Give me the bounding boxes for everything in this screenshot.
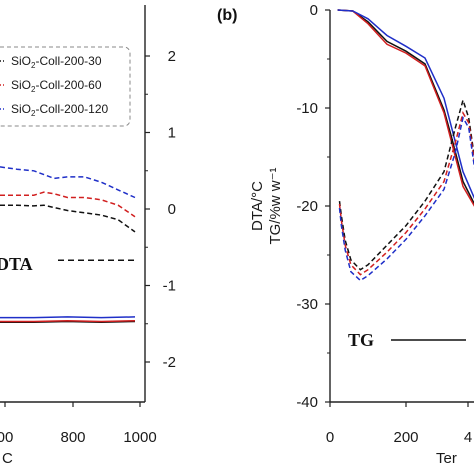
panel-a-y-tick-label: 1 bbox=[168, 125, 176, 142]
panel-a-y-tick-label: -1 bbox=[163, 278, 176, 295]
panel-b-label: (b) bbox=[217, 7, 237, 24]
legend-entry-120: SiO2-Coll-200-120 bbox=[0, 102, 108, 118]
panel-b-series bbox=[337, 9, 474, 282]
panel-b-x-tick-label: 4 bbox=[464, 429, 472, 446]
legend: SiO2-Coll-200-30 SiO2-Coll-200-60 SiO2-C… bbox=[0, 46, 131, 127]
panel-b-y-tick-label: -10 bbox=[296, 100, 318, 117]
panel-a-y-tick-label: 2 bbox=[168, 48, 176, 65]
panel-a-x-tick-label: 1000 bbox=[123, 429, 156, 446]
panel-a-tg-line-sio2-coll-200-60 bbox=[0, 319, 136, 323]
panel-b-dta-line-sio2-coll-200-60 bbox=[338, 110, 474, 276]
panel-a-ticks: 00 800 1000 2 1 0 -1 -2 bbox=[0, 48, 176, 446]
panel-b-y-title: DTA/°C TG/%w w⁻¹ bbox=[249, 167, 284, 244]
panel-a-x-label-fragment: C bbox=[2, 450, 13, 467]
panel-a-dta-annotation: DTA bbox=[0, 254, 137, 274]
panel-b-x-tick-label: 0 bbox=[326, 429, 334, 446]
panel-a-y-tick-label: -2 bbox=[163, 354, 176, 371]
legend-entry-60: SiO2-Coll-200-60 bbox=[0, 78, 102, 94]
panel-a: 00 800 1000 2 1 0 -1 -2 DTA SiO2-Coll-200-30 Si… bbox=[0, 5, 176, 467]
panel-a-dta-line-sio2-coll-200-30 bbox=[0, 204, 136, 233]
panel-b-tg-annotation: TG bbox=[348, 330, 466, 350]
dta-label: DTA bbox=[0, 254, 33, 274]
y-title-line2: TG/%w w⁻¹ bbox=[267, 167, 284, 244]
panel-a-tg-line-sio2-coll-200-120 bbox=[0, 316, 136, 319]
panel-b-y-tick-label: -20 bbox=[296, 198, 318, 215]
panel-b-y-tick-label: 0 bbox=[310, 2, 318, 19]
panel-b-dta-line-sio2-coll-200-30 bbox=[338, 97, 474, 271]
tg-label: TG bbox=[348, 330, 374, 350]
panel-a-x-tick-label: 00 bbox=[0, 429, 13, 446]
legend-label-60: SiO2-Coll-200-60 bbox=[11, 78, 102, 94]
panel-b-dta-line-sio2-coll-200-120 bbox=[338, 115, 474, 282]
panel-b-x-tick-label: 200 bbox=[393, 429, 418, 446]
panel-b-tg-line-sio2-coll-200-120 bbox=[337, 9, 474, 199]
panel-b-x-label-fragment: Ter bbox=[436, 450, 457, 467]
panel-b-ticks: 0 200 4 0 -10 -20 -30 -40 bbox=[296, 2, 472, 446]
panel-a-series bbox=[0, 166, 136, 323]
panel-a-y-tick-label: 0 bbox=[168, 201, 176, 218]
legend-box bbox=[0, 46, 131, 127]
panel-b-tg-line-sio2-coll-200-30 bbox=[337, 9, 474, 205]
legend-entry-30: SiO2-Coll-200-30 bbox=[0, 54, 102, 70]
y-title-line1: DTA/°C bbox=[249, 181, 266, 231]
panel-b-y-tick-label: -40 bbox=[296, 394, 318, 411]
panel-b: (b) 0 200 40-10-20-30-40 DTA/°C TG/%w w⁻¹ … bbox=[217, 2, 474, 467]
panel-b-tg-line-sio2-coll-200-60 bbox=[337, 9, 474, 207]
legend-label-120: SiO2-Coll-200-120 bbox=[11, 102, 108, 118]
panel-a-dta-line-sio2-coll-200-120 bbox=[0, 166, 136, 199]
legend-label-30: SiO2-Coll-200-30 bbox=[11, 54, 102, 70]
panel-a-x-tick-label: 800 bbox=[60, 429, 85, 446]
panel-b-y-tick-label: -30 bbox=[296, 296, 318, 313]
panel-a-dta-line-sio2-coll-200-60 bbox=[0, 191, 136, 218]
